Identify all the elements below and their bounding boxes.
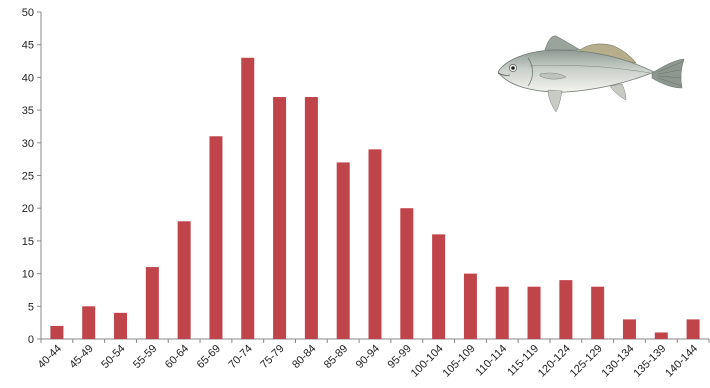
bar (304, 97, 318, 340)
y-axis: 0 5 10 15 20 25 30 35 40 45 50 (22, 7, 42, 346)
bar (114, 312, 128, 339)
y-tick-label: 5 (28, 301, 34, 313)
bar (336, 162, 350, 339)
x-tick-label: 125-129 (568, 343, 605, 380)
y-tick-label: 40 (22, 72, 34, 84)
x-tick-label: 65-69 (195, 343, 223, 371)
x-tick-label: 130-134 (600, 343, 637, 380)
x-tick-label: 50-54 (99, 343, 127, 371)
y-tick-label: 10 (22, 269, 34, 281)
bar (400, 208, 414, 339)
fish-icon (497, 35, 685, 113)
bars (50, 57, 700, 340)
x-tick-label: 120-124 (536, 343, 573, 380)
x-tick-label: 90-94 (354, 343, 382, 371)
x-tick-label: 85-89 (322, 343, 350, 371)
y-tick-label: 30 (22, 138, 34, 150)
y-tick-label: 15 (22, 236, 34, 248)
bar (241, 57, 255, 339)
y-tick-label: 35 (22, 105, 34, 117)
bar (368, 149, 382, 339)
x-tick-label: 135-139 (631, 343, 668, 380)
bar (591, 286, 605, 339)
y-tick-label: 50 (22, 7, 34, 19)
x-tick-label: 75-79 (258, 343, 286, 371)
x-tick-label: 60-64 (163, 343, 191, 371)
x-axis: 40-44 45-49 50-54 55-59 60-64 65-69 70-74 75-79… (36, 338, 710, 380)
bar (82, 306, 96, 339)
bar (273, 97, 287, 340)
bar (209, 136, 223, 339)
y-tick-label: 0 (28, 334, 34, 346)
bar (495, 286, 509, 339)
bar (654, 332, 668, 339)
bar (432, 234, 446, 339)
x-tick-label: 80-84 (290, 343, 318, 371)
bar (527, 286, 541, 339)
bar (463, 273, 477, 339)
x-tick-label: 55-59 (131, 343, 159, 371)
bar (145, 267, 159, 339)
bar (50, 325, 64, 339)
x-tick-label: 95-99 (386, 343, 414, 371)
x-tick-label: 115-119 (505, 343, 541, 379)
bar (686, 319, 700, 339)
bar (177, 221, 191, 339)
bar (622, 319, 636, 339)
x-tick-label: 70-74 (226, 343, 254, 371)
x-tick-label: 110-114 (473, 343, 509, 379)
x-tick-label: 100-104 (409, 343, 446, 380)
x-tick-label: 40-44 (36, 343, 64, 371)
x-tick-label: 140-144 (663, 343, 700, 380)
y-tick-label: 20 (22, 203, 34, 215)
y-tick-label: 25 (22, 171, 34, 183)
x-tick-label: 105-109 (441, 343, 478, 380)
bar (559, 280, 573, 339)
x-tick-label: 45-49 (67, 343, 95, 371)
y-tick-label: 45 (22, 40, 34, 52)
